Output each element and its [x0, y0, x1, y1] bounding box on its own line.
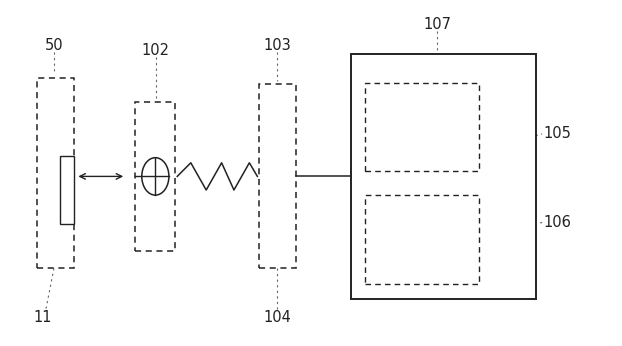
Bar [259, 84, 295, 268]
Text: 104: 104 [263, 310, 291, 325]
Text: 11: 11 [34, 310, 52, 325]
Ellipse shape [142, 158, 169, 195]
Text: 50: 50 [45, 38, 63, 53]
Bar [37, 78, 73, 268]
Text: 102: 102 [142, 43, 170, 58]
Text: 106: 106 [544, 215, 572, 230]
Bar [136, 101, 175, 251]
Bar [365, 195, 480, 284]
Text: 103: 103 [263, 38, 291, 53]
Bar [60, 156, 73, 224]
Bar [365, 83, 480, 171]
Text: 105: 105 [544, 126, 572, 142]
Bar [351, 54, 536, 299]
Text: 107: 107 [424, 17, 452, 33]
